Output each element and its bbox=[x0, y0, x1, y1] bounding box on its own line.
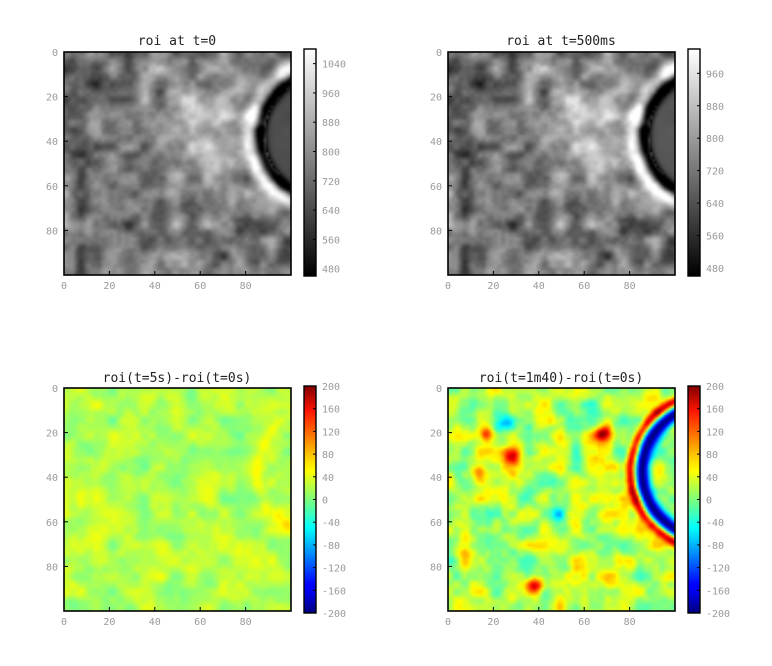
colorbar bbox=[303, 48, 317, 277]
colorbar-tick-label: 960 bbox=[322, 89, 340, 100]
panel-roi-t0: roi at t=0 0 20 40 60 8002040608010409608808… bbox=[46, 34, 346, 292]
panel-title: roi at t=500ms bbox=[506, 34, 616, 49]
colorbar-tick-label: 80 bbox=[322, 450, 334, 461]
plot-frame bbox=[447, 51, 676, 276]
colorbar bbox=[687, 48, 701, 277]
colorbar-tick-label: 160 bbox=[706, 405, 724, 416]
colorbar-tick-label: -200 bbox=[706, 609, 730, 620]
colorbar-tick-label: 120 bbox=[706, 427, 724, 438]
colorbar-tick-label: 40 bbox=[706, 473, 718, 484]
x-tick-label: 0 bbox=[61, 617, 67, 628]
plot-frame bbox=[63, 51, 292, 276]
x-tick-label: 80 bbox=[240, 617, 252, 628]
y-tick-label: 60 bbox=[430, 182, 442, 193]
plot-frame bbox=[447, 387, 676, 612]
x-tick-label: 20 bbox=[487, 617, 499, 628]
y-tick-label: 60 bbox=[430, 518, 442, 529]
y-tick-label: 0 bbox=[436, 384, 442, 395]
y-tick-label: 80 bbox=[46, 562, 58, 573]
colorbar-tick-label: 80 bbox=[706, 450, 718, 461]
y-tick-label: 80 bbox=[430, 226, 442, 237]
y-tick-label: 80 bbox=[46, 226, 58, 237]
y-tick-label: 0 bbox=[52, 48, 58, 59]
colorbar-tick-label: 720 bbox=[322, 177, 340, 188]
colorbar-tick-label: 200 bbox=[706, 382, 724, 393]
colorbar-tick-label: 560 bbox=[706, 231, 724, 242]
colorbar-tick-label: -160 bbox=[322, 586, 346, 597]
y-tick-label: 0 bbox=[52, 384, 58, 395]
colorbar-tick-label: 560 bbox=[322, 235, 340, 246]
x-tick-label: 0 bbox=[445, 281, 451, 292]
colorbar-tick-label: 800 bbox=[322, 148, 340, 159]
colorbar-tick-label: -160 bbox=[706, 586, 730, 597]
x-tick-label: 40 bbox=[149, 281, 161, 292]
colorbar-tick-label: 0 bbox=[322, 496, 328, 507]
colorbar-tick-label: 800 bbox=[706, 134, 724, 145]
x-tick-label: 40 bbox=[149, 617, 161, 628]
plot-frame bbox=[63, 387, 292, 612]
panel-title: roi at t=0 bbox=[138, 34, 216, 49]
colorbar-tick-label: 40 bbox=[322, 473, 334, 484]
colorbar-tick-label: -200 bbox=[322, 609, 346, 620]
colorbar-tick-label: 880 bbox=[706, 102, 724, 113]
colorbar-tick-label: 480 bbox=[706, 264, 724, 275]
colorbar-tick-label: 960 bbox=[706, 69, 724, 80]
colorbar-tick-label: 720 bbox=[706, 167, 724, 178]
x-tick-label: 80 bbox=[624, 617, 636, 628]
colorbar-tick-label: -40 bbox=[706, 518, 724, 529]
heatmap-image bbox=[448, 52, 675, 275]
heatmap-image bbox=[64, 52, 291, 275]
colorbar-tick-label: 200 bbox=[322, 382, 340, 393]
y-tick-label: 20 bbox=[430, 429, 442, 440]
panel-title: roi(t=1m40)-roi(t=0s) bbox=[479, 371, 643, 386]
x-tick-label: 40 bbox=[533, 281, 545, 292]
y-tick-label: 40 bbox=[430, 473, 442, 484]
panel-roi-t500ms: roi at t=500ms 0 20 40 60 800204060809608808… bbox=[430, 34, 724, 292]
x-tick-label: 80 bbox=[624, 281, 636, 292]
colorbar-tick-label: -80 bbox=[322, 541, 340, 552]
colorbar-tick-label: 1040 bbox=[322, 60, 346, 71]
y-tick-label: 40 bbox=[46, 137, 58, 148]
x-tick-label: 40 bbox=[533, 617, 545, 628]
panel-diff-1m40: roi(t=1m40)-roi(t=0s) 0 20 40 60 80 0 20 40 60 80… bbox=[430, 371, 730, 628]
y-tick-label: 20 bbox=[46, 429, 58, 440]
y-tick-label: 40 bbox=[46, 473, 58, 484]
y-tick-label: 80 bbox=[430, 562, 442, 573]
colorbar-tick-label: -120 bbox=[706, 564, 730, 575]
colorbar-tick-label: 640 bbox=[322, 206, 340, 217]
colorbar-tick-label: 0 bbox=[706, 496, 712, 507]
colorbar-tick-label: 880 bbox=[322, 118, 340, 129]
y-tick-label: 0 bbox=[436, 48, 442, 59]
x-tick-label: 20 bbox=[487, 281, 499, 292]
colorbar-tick-label: 480 bbox=[322, 265, 340, 276]
y-tick-label: 60 bbox=[46, 182, 58, 193]
colorbar-tick-label: 120 bbox=[322, 427, 340, 438]
y-tick-label: 20 bbox=[430, 93, 442, 104]
x-tick-label: 20 bbox=[103, 617, 115, 628]
x-tick-label: 60 bbox=[578, 281, 590, 292]
x-tick-label: 0 bbox=[445, 617, 451, 628]
colorbar-tick-label: -120 bbox=[322, 564, 346, 575]
y-tick-label: 40 bbox=[430, 137, 442, 148]
heatmap-image bbox=[448, 388, 675, 611]
colorbar-tick-label: 160 bbox=[322, 405, 340, 416]
panel-diff-5s: roi(t=5s)-roi(t=0s) 0 20 40 60 80 0 20 40 60 80 20… bbox=[46, 371, 346, 628]
y-tick-label: 60 bbox=[46, 518, 58, 529]
x-tick-label: 60 bbox=[194, 617, 206, 628]
heatmap-image bbox=[64, 388, 291, 611]
colorbar-tick-label: 640 bbox=[706, 199, 724, 210]
x-tick-label: 20 bbox=[103, 281, 115, 292]
x-tick-label: 60 bbox=[578, 617, 590, 628]
x-tick-label: 0 bbox=[61, 281, 67, 292]
colorbar-tick-label: -40 bbox=[322, 518, 340, 529]
colorbar-tick-label: -80 bbox=[706, 541, 724, 552]
x-tick-label: 80 bbox=[240, 281, 252, 292]
x-tick-label: 60 bbox=[194, 281, 206, 292]
panel-title: roi(t=5s)-roi(t=0s) bbox=[103, 371, 252, 386]
y-tick-label: 20 bbox=[46, 93, 58, 104]
